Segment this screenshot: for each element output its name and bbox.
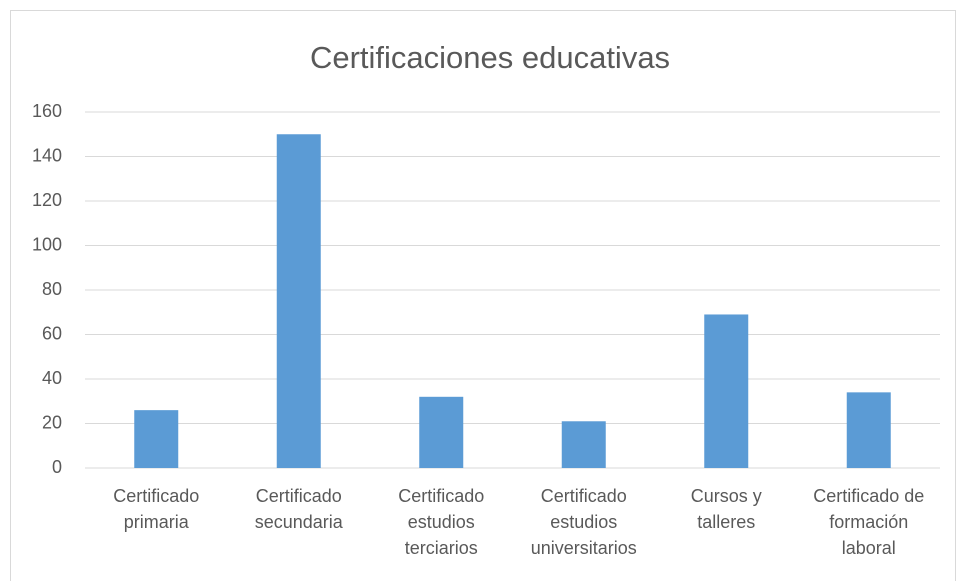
y-tick-label: 160 bbox=[32, 101, 62, 121]
y-tick-label: 60 bbox=[42, 323, 62, 343]
chart-frame bbox=[10, 10, 956, 581]
y-tick-label: 0 bbox=[52, 457, 62, 477]
bar bbox=[704, 314, 749, 468]
bar bbox=[419, 396, 464, 468]
x-tick-label: Certificado estudios terciarios bbox=[398, 486, 484, 558]
x-tick-label: Certificado estudios universitarios bbox=[531, 486, 637, 558]
bar bbox=[846, 392, 891, 468]
y-tick-label: 40 bbox=[42, 368, 62, 388]
y-tick-label: 100 bbox=[32, 234, 62, 254]
x-tick-label: Cursos y talleres bbox=[691, 486, 762, 532]
chart-title: Certificaciones educativas bbox=[310, 40, 670, 75]
y-tick-label: 80 bbox=[42, 279, 62, 299]
y-tick-label: 120 bbox=[32, 190, 62, 210]
x-tick-label: Certificado secundaria bbox=[255, 486, 344, 532]
x-tick-label: Certificado primaria bbox=[113, 486, 199, 532]
y-tick-label: 20 bbox=[42, 412, 62, 432]
x-tick-label: Certificado de formación laboral bbox=[813, 486, 924, 558]
bar bbox=[561, 421, 606, 468]
bar bbox=[276, 134, 321, 468]
y-tick-label: 140 bbox=[32, 145, 62, 165]
bar bbox=[134, 410, 179, 468]
